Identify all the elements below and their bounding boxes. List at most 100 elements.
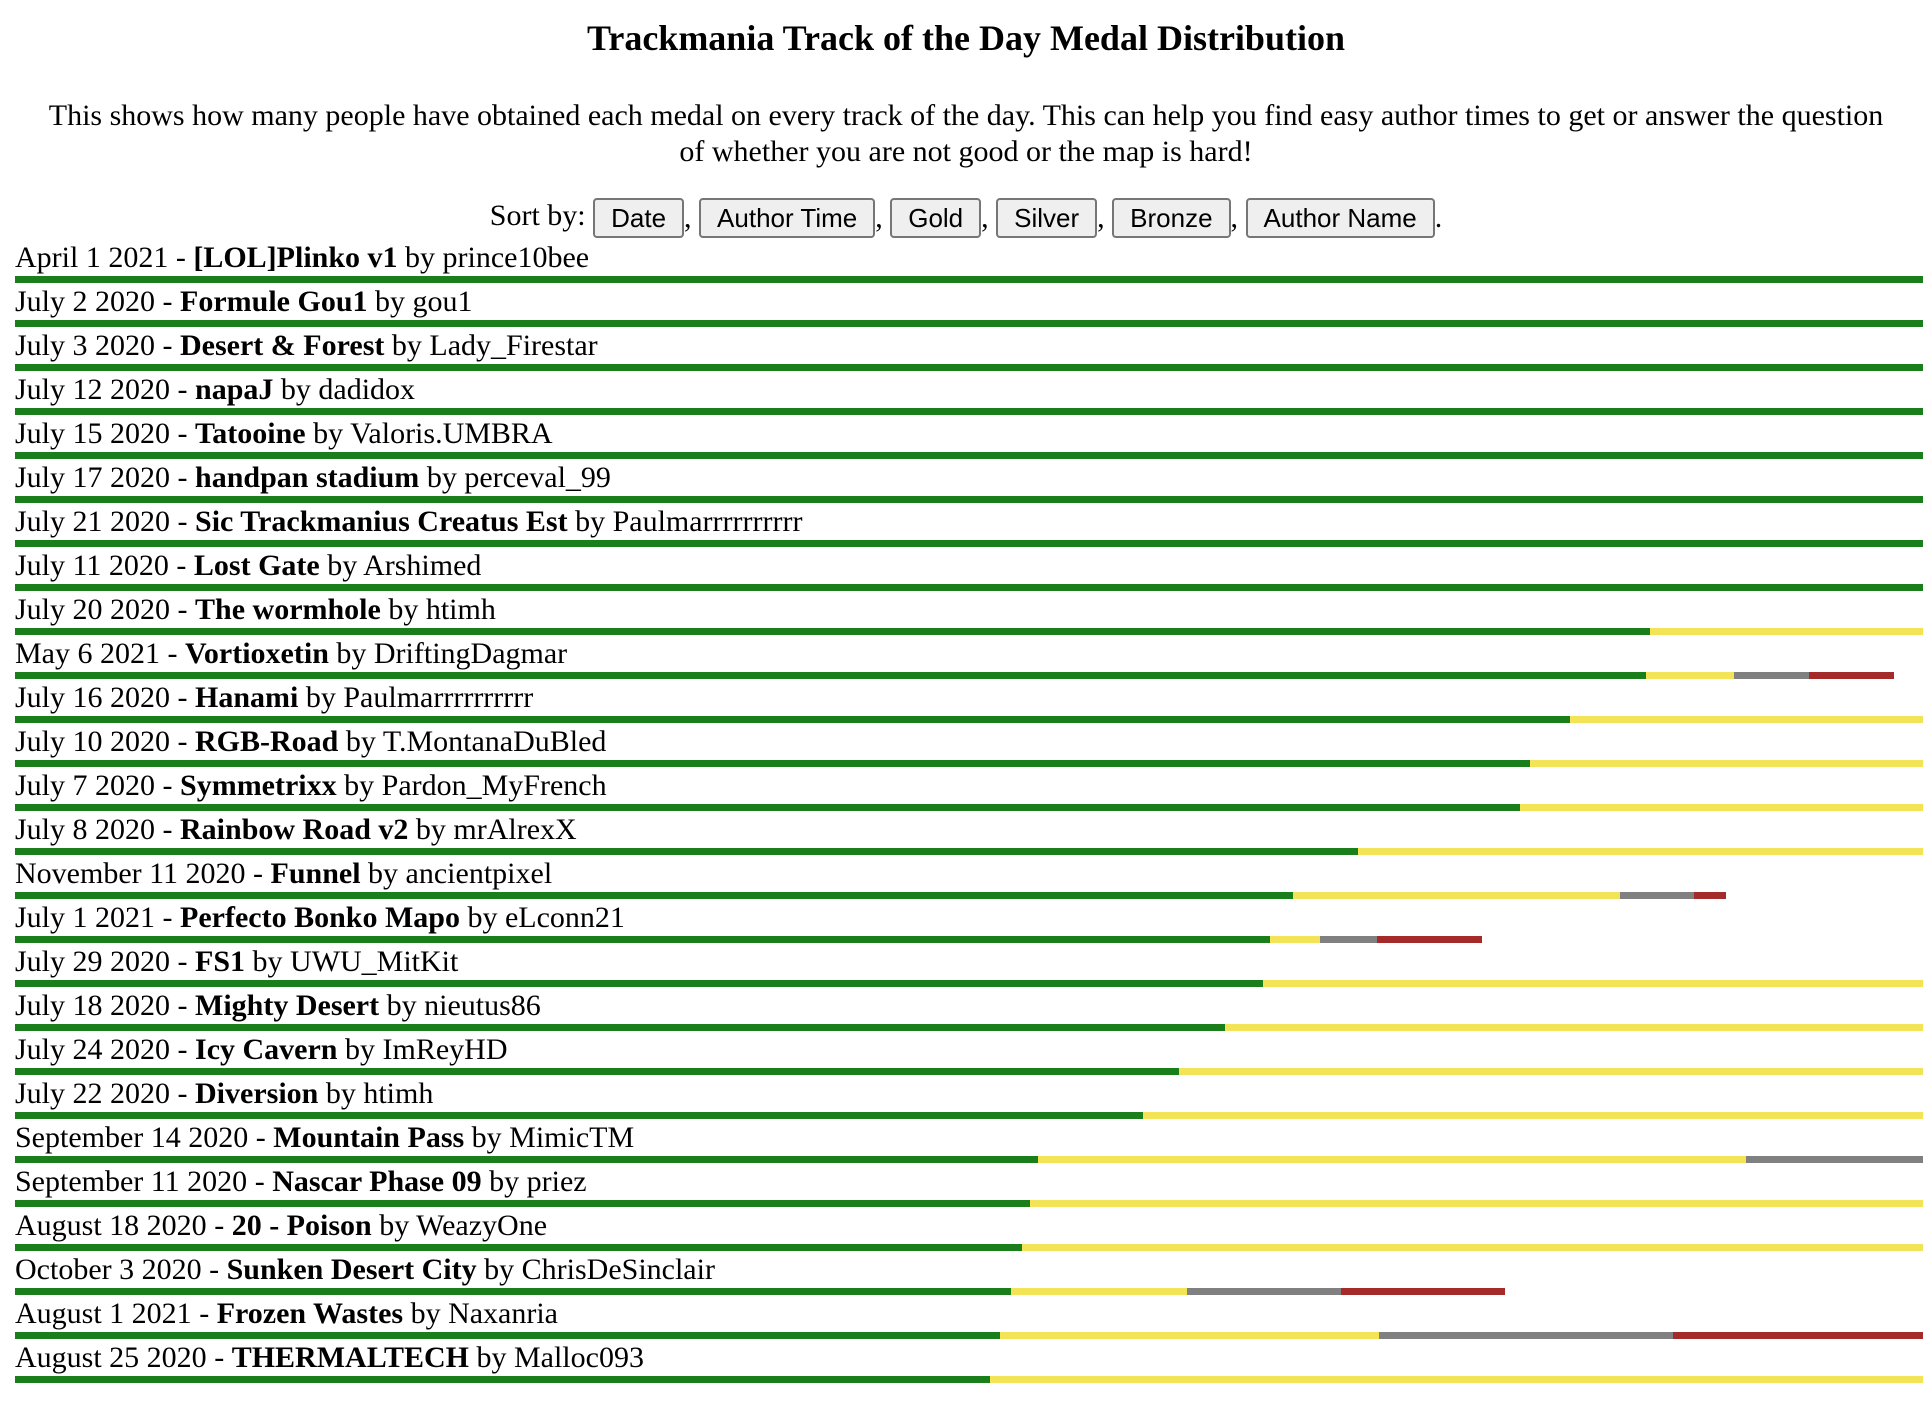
author-medal-segment — [15, 1112, 1143, 1119]
track-row: July 10 2020 - RGB-Road by T.MontanaDuBl… — [15, 724, 1923, 768]
track-date: July 12 2020 — [15, 373, 171, 406]
silver-medal-segment — [1734, 672, 1809, 679]
track-label: August 18 2020 - 20 - Poison by WeazyOne — [15, 1209, 548, 1242]
author-medal-segment — [15, 848, 1359, 855]
track-label: November 11 2020 - Funnel by ancientpixe… — [15, 857, 553, 890]
track-name: Sic Trackmanius Creatus Est — [195, 505, 568, 538]
medal-bar — [15, 1112, 1923, 1119]
track-author: Paulmarrrrrrrrrr — [612, 505, 803, 538]
track-author: priez — [526, 1165, 587, 1198]
author-medal-segment — [15, 1024, 1225, 1031]
medal-bar — [15, 496, 1923, 503]
track-label: July 18 2020 - Mighty Desert by nieutus8… — [15, 989, 541, 1022]
track-name: The wormhole — [195, 593, 381, 626]
author-medal-segment — [15, 364, 1923, 371]
track-date: July 15 2020 — [15, 417, 171, 450]
sort-author-time-button[interactable]: Author Time — [699, 198, 876, 239]
track-author: DriftingDagmar — [373, 637, 568, 670]
track-date: May 6 2021 — [15, 637, 160, 670]
track-row: April 1 2021 - [LOL]Plinko v1 by prince1… — [15, 240, 1923, 284]
track-author: Naxanria — [448, 1297, 558, 1330]
track-row: July 20 2020 - The wormhole by htimh — [15, 592, 1923, 636]
track-date: July 29 2020 — [15, 945, 171, 978]
author-medal-segment — [15, 980, 1263, 987]
track-date: July 22 2020 — [15, 1077, 171, 1110]
medal-bar — [15, 1068, 1923, 1075]
track-list: April 1 2021 - [LOL]Plinko v1 by prince1… — [15, 240, 1923, 1384]
track-author: Valoris.UMBRA — [350, 417, 553, 450]
track-author: WeazyOne — [416, 1209, 548, 1242]
bronze-medal-segment — [1808, 672, 1895, 679]
author-medal-segment — [15, 320, 1923, 327]
track-author: dadidox — [318, 373, 416, 406]
track-author: T.MontanaDuBled — [382, 725, 607, 758]
sort-bronze-button[interactable]: Bronze — [1112, 198, 1231, 239]
track-name: THERMALTECH — [231, 1341, 469, 1374]
gold-medal-segment — [1030, 1200, 1923, 1207]
track-row: October 3 2020 - Sunken Desert City by C… — [15, 1252, 1917, 1296]
track-row: July 18 2020 - Mighty Desert by nieutus8… — [15, 988, 1923, 1032]
sort-silver-button[interactable]: Silver — [996, 198, 1098, 239]
track-date: July 10 2020 — [15, 725, 171, 758]
gold-medal-segment — [1520, 804, 1923, 811]
track-date: April 1 2021 — [15, 241, 169, 274]
medal-bar — [15, 1332, 1923, 1339]
track-row: August 1 2021 - Frozen Wastes by Naxanri… — [15, 1296, 1923, 1340]
track-date: September 14 2020 — [15, 1121, 249, 1154]
track-name: Frozen Wastes — [216, 1297, 404, 1330]
track-label: April 1 2021 - [LOL]Plinko v1 by prince1… — [15, 241, 590, 274]
track-author: Pardon_MyFrench — [381, 769, 607, 802]
author-medal-segment — [15, 1288, 1011, 1295]
track-row: July 21 2020 - Sic Trackmanius Creatus E… — [15, 504, 1923, 548]
sort-date-button[interactable]: Date — [593, 198, 685, 239]
author-medal-segment — [15, 1200, 1031, 1207]
track-label: October 3 2020 - Sunken Desert City by C… — [15, 1253, 715, 1286]
author-medal-segment — [15, 804, 1521, 811]
sort-bar: Sort by: Date, Author Time, Gold, Silver… — [15, 194, 1917, 239]
medal-bar — [15, 584, 1923, 591]
author-medal-segment — [15, 760, 1530, 767]
medal-bar — [15, 848, 1923, 855]
track-label: July 15 2020 - Tatooine by Valoris.UMBRA — [15, 417, 553, 450]
medal-bar — [15, 760, 1923, 767]
track-label: July 17 2020 - handpan stadium by percev… — [15, 461, 611, 494]
track-label: July 11 2020 - Lost Gate by Arshimed — [15, 549, 482, 582]
track-row: August 25 2020 - THERMALTECH by Malloc09… — [15, 1340, 1923, 1384]
bronze-medal-segment — [1341, 1288, 1506, 1295]
track-name: Diversion — [195, 1077, 319, 1110]
track-row: July 1 2021 - Perfecto Bonko Mapo by eLc… — [15, 900, 1917, 944]
track-author: mrAlrexX — [453, 813, 577, 846]
medal-bar — [15, 320, 1923, 327]
medal-bar — [15, 804, 1923, 811]
gold-medal-segment — [1178, 1068, 1923, 1075]
author-medal-segment — [15, 1376, 990, 1383]
sort-author-name-button[interactable]: Author Name — [1245, 198, 1435, 239]
track-row: July 3 2020 - Desert & Forest by Lady_Fi… — [15, 328, 1923, 372]
track-name: Mountain Pass — [273, 1121, 465, 1154]
author-medal-segment — [15, 276, 1923, 283]
gold-medal-segment — [1010, 1288, 1187, 1295]
track-row: July 22 2020 - Diversion by htimh — [15, 1076, 1923, 1120]
medal-bar — [15, 364, 1923, 371]
track-row: September 14 2020 - Mountain Pass by Mim… — [15, 1120, 1923, 1164]
author-medal-segment — [15, 1068, 1179, 1075]
track-name: Symmetrixx — [180, 769, 337, 802]
author-medal-segment — [15, 1332, 1000, 1339]
medal-bar — [15, 408, 1923, 415]
sort-gold-button[interactable]: Gold — [890, 198, 982, 239]
track-name: Hanami — [195, 681, 299, 714]
track-author: htimh — [363, 1077, 434, 1110]
medal-bar — [15, 1024, 1923, 1031]
medal-bar — [15, 628, 1923, 635]
track-row: July 24 2020 - Icy Cavern by ImReyHD — [15, 1032, 1923, 1076]
track-label: July 24 2020 - Icy Cavern by ImReyHD — [15, 1033, 508, 1066]
track-row: July 12 2020 - napaJ by dadidox — [15, 372, 1923, 416]
track-name: Icy Cavern — [195, 1033, 338, 1066]
track-row: May 6 2021 - Vortioxetin by DriftingDagm… — [15, 636, 1917, 680]
gold-medal-segment — [1646, 672, 1735, 679]
track-name: Formule Gou1 — [180, 285, 368, 318]
author-medal-segment — [15, 496, 1923, 503]
page-description: This shows how many people have obtained… — [48, 99, 1884, 168]
medal-bar — [15, 1200, 1923, 1207]
track-author: Malloc093 — [513, 1341, 644, 1374]
